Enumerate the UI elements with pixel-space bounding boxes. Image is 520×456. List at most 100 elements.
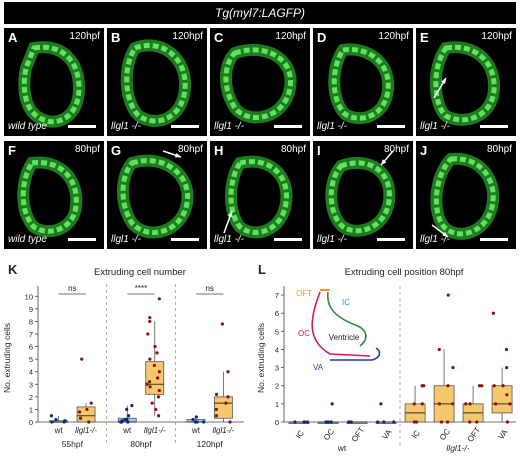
panel-letter: I	[317, 143, 321, 158]
sig-label: ns	[68, 284, 76, 293]
box-80hpf-1-point	[145, 382, 149, 386]
box-llgl1-/--OFT-point	[475, 420, 479, 424]
box-80hpf-1-point	[147, 380, 152, 384]
x-tick-label: IC	[294, 429, 306, 441]
panel-genotype: llgl1 -/-	[111, 121, 142, 132]
panel-time: 120hpf	[172, 31, 203, 42]
heart-image	[325, 150, 396, 237]
box-80hpf-1-point	[156, 414, 161, 418]
y-tick-label: 7	[29, 330, 33, 339]
scale-bar	[480, 125, 508, 128]
box-wt-OC-point	[326, 420, 330, 424]
group-label: 80hpf	[130, 439, 152, 449]
inset-va-curve	[330, 347, 381, 361]
box-llgl1-/--IC-point	[412, 402, 416, 406]
box-80hpf-1-point	[148, 385, 152, 389]
box-80hpf-1-point	[148, 319, 152, 324]
panel-letter: C	[214, 30, 224, 45]
box-80hpf-1-point	[156, 376, 160, 380]
panel-letter: H	[214, 143, 224, 158]
y-tick-label: 3	[275, 364, 279, 373]
panel-genotype: wild type	[8, 234, 47, 245]
box-wt-IC-point	[302, 420, 306, 424]
scale-bar	[171, 125, 199, 128]
x-tick-label: llgl1-/-	[75, 426, 97, 435]
inset-oc-label: OC	[298, 329, 310, 338]
x-tick-label: OFT	[466, 425, 483, 443]
box-55hpf-1-point	[87, 420, 91, 424]
box-120hpf-1-point	[214, 407, 218, 412]
heart-image	[430, 152, 500, 240]
box-80hpf-0-point	[125, 407, 129, 412]
box-80hpf-1-point	[148, 316, 152, 320]
panel-f: F 80hpf wild type	[4, 141, 104, 249]
x-tick-label: VA	[380, 427, 394, 441]
y-tick-label: 4	[275, 345, 279, 354]
x-tick-label: IC	[410, 429, 422, 441]
box-80hpf-1-point	[156, 395, 161, 399]
panel-letter: D	[317, 30, 327, 45]
box-80hpf-0-point	[123, 417, 127, 422]
panel-time: 80hpf	[383, 144, 409, 155]
inset-ic-curve	[327, 291, 367, 347]
sig-label: ns	[205, 284, 213, 293]
y-axis-label: No. extruding cells	[256, 323, 266, 393]
box-55hpf-1-point	[89, 401, 93, 405]
x-tick-label: wt	[54, 426, 64, 435]
box-55hpf-1-point	[79, 416, 83, 420]
scale-bar	[68, 125, 96, 128]
inset-oc-curve	[311, 291, 371, 357]
y-tick-label: 9	[29, 305, 33, 314]
x-tick-label: llgl1-/-	[213, 426, 235, 435]
box-wt-IC-point	[305, 420, 309, 424]
arrowhead-icon	[227, 211, 233, 217]
chart-title: Extruding cell number	[94, 267, 186, 278]
panel-time: 120hpf	[275, 31, 306, 42]
panel-time: 80hpf	[177, 144, 203, 155]
box-llgl1-/--OFT-point	[468, 420, 472, 424]
panel-d: D 120hpf llgl1 -/-	[313, 28, 413, 136]
group-label: 120hpf	[197, 439, 224, 449]
y-tick-label: 5	[29, 355, 33, 364]
box-llgl1-/--OC-point	[446, 293, 450, 297]
box-llgl1-/--OC-point	[446, 384, 450, 388]
panel-genotype: wild type	[8, 121, 47, 132]
panel-g: G 80hpf llgl1 -/-	[107, 141, 207, 249]
y-tick-label: 6	[275, 309, 279, 318]
y-tick-label: 10	[25, 292, 33, 301]
box-llgl1-/--VA-point	[501, 384, 505, 388]
box-120hpf-0-point	[191, 417, 195, 422]
box-55hpf-1-point	[77, 410, 82, 414]
heart-image	[220, 43, 297, 124]
box-wt-VA-point	[392, 420, 396, 424]
y-tick-label: 3	[29, 380, 33, 389]
scale-bar	[274, 125, 302, 128]
box-120hpf-0-point	[194, 415, 198, 419]
panel-i: I 80hpf llgl1 -/-	[313, 141, 413, 249]
scale-bar	[68, 238, 96, 241]
panel-letter: F	[8, 143, 16, 158]
box-120hpf-0-point	[195, 420, 199, 424]
panel-letter: J	[420, 143, 428, 158]
box-llgl1-/--VA-point	[494, 402, 498, 406]
box-llgl1-/--OFT-point	[464, 402, 468, 406]
panel-time: 80hpf	[486, 144, 512, 155]
group-label: 55hpf	[62, 439, 84, 449]
box-wt-OC-point	[330, 402, 334, 406]
y-tick-label: 0	[275, 418, 279, 427]
panel-genotype: llgl1 -/-	[317, 234, 348, 245]
scale-bar	[480, 238, 508, 241]
heart-image	[17, 156, 83, 238]
box-120hpf-0-point	[202, 420, 206, 424]
inset-oft-label: OFT	[296, 289, 312, 298]
panel-letter: L	[258, 262, 266, 277]
panel-letter: K	[8, 262, 18, 277]
panel-genotype: llgl1 -/-	[214, 121, 245, 132]
inset-ic-label: IC	[342, 298, 350, 307]
box-55hpf-1-point	[80, 357, 84, 361]
y-tick-label: 8	[29, 317, 33, 326]
panel-letter: G	[111, 143, 122, 158]
box-llgl1-/--IC-point	[420, 402, 424, 406]
box-80hpf-1-point	[153, 344, 157, 349]
heart-image	[117, 150, 194, 239]
